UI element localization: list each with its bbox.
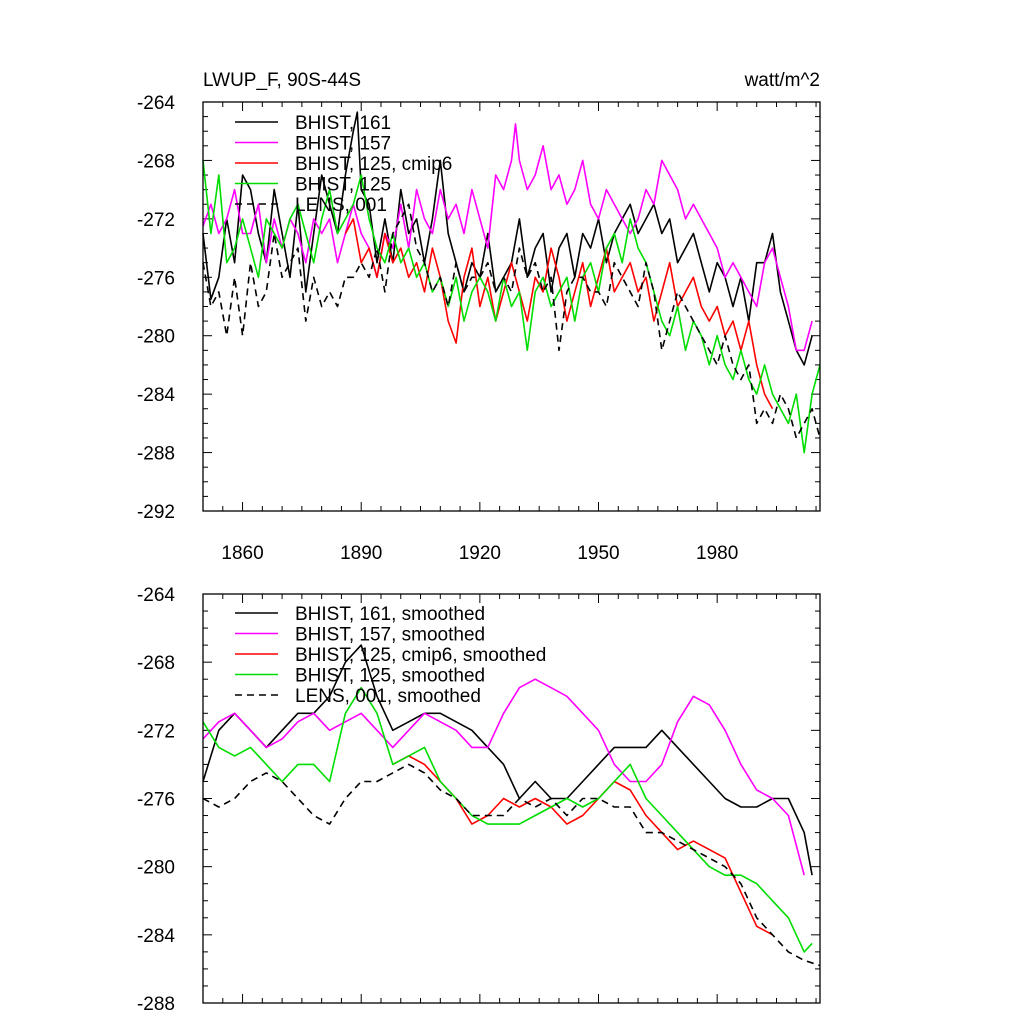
series-line-bhist-125-smoothed — [202, 686, 813, 953]
series-line-bhist-157-smoothed — [202, 678, 805, 876]
x-tick-label: 1980 — [696, 543, 738, 564]
x-tick-label: 1890 — [340, 543, 382, 564]
y-tick-label: -288 — [137, 994, 175, 1015]
legend-label: BHIST, 125, cmip6 — [295, 154, 452, 175]
panel-top: LWUP_F, 90S-44S watt/m^2 -292 -288 -284 -28… — [137, 70, 821, 564]
y-tick-label: -284 — [137, 926, 175, 947]
y-tick-label: -276 — [137, 268, 175, 289]
series-line-bhist-125 — [202, 160, 821, 454]
y-tick-label: -280 — [137, 327, 175, 348]
series-line-bhist-161-smoothed — [202, 644, 813, 876]
legend-label: BHIST, 157, smoothed — [295, 625, 485, 646]
y-tick-label: -268 — [137, 653, 175, 674]
panel-bottom: -288 -284 -280 -276 -272 -268 -264 BHIST, 161, … — [137, 585, 821, 1015]
y-tick-label: -264 — [137, 585, 175, 606]
y-tick-label: -264 — [137, 93, 175, 114]
legend-label: BHIST, 161 — [295, 113, 391, 134]
y-tick-label: -272 — [137, 210, 175, 231]
legend-label: LENS, 001 — [295, 195, 387, 216]
y-tick-label: -280 — [137, 858, 175, 879]
y-tick-label: -268 — [137, 151, 175, 172]
y-tick-label: -292 — [137, 502, 175, 523]
legend-label: BHIST, 125 — [295, 175, 391, 196]
legend-label: BHIST, 125, smoothed — [295, 666, 485, 687]
y-tick-label: -276 — [137, 790, 175, 811]
legend-label: BHIST, 157 — [295, 134, 391, 155]
y-tick-label: -288 — [137, 444, 175, 465]
series-line-lens-001-smoothed — [202, 763, 821, 967]
y-tick-label: -272 — [137, 721, 175, 742]
plot-frame — [202, 593, 821, 1004]
series-line-lens-001 — [202, 203, 821, 439]
x-tick-label: 1920 — [459, 543, 501, 564]
chart-title: LWUP_F, 90S-44S — [203, 70, 361, 91]
series-line-bhist-157 — [202, 123, 813, 352]
x-tick-label: 1950 — [577, 543, 619, 564]
plot-frame — [202, 101, 821, 512]
legend-label: BHIST, 125, cmip6, smoothed — [295, 645, 546, 666]
series-line-bhist-125-cmip6 — [344, 218, 774, 410]
series-line-bhist-125-cmip6-smoothed — [392, 755, 773, 936]
legend-label: LENS, 001, smoothed — [295, 686, 481, 707]
y-tick-label: -284 — [137, 385, 175, 406]
units-label: watt/m^2 — [744, 70, 820, 91]
legend-label: BHIST, 161, smoothed — [295, 604, 485, 625]
x-tick-label: 1860 — [221, 543, 263, 564]
